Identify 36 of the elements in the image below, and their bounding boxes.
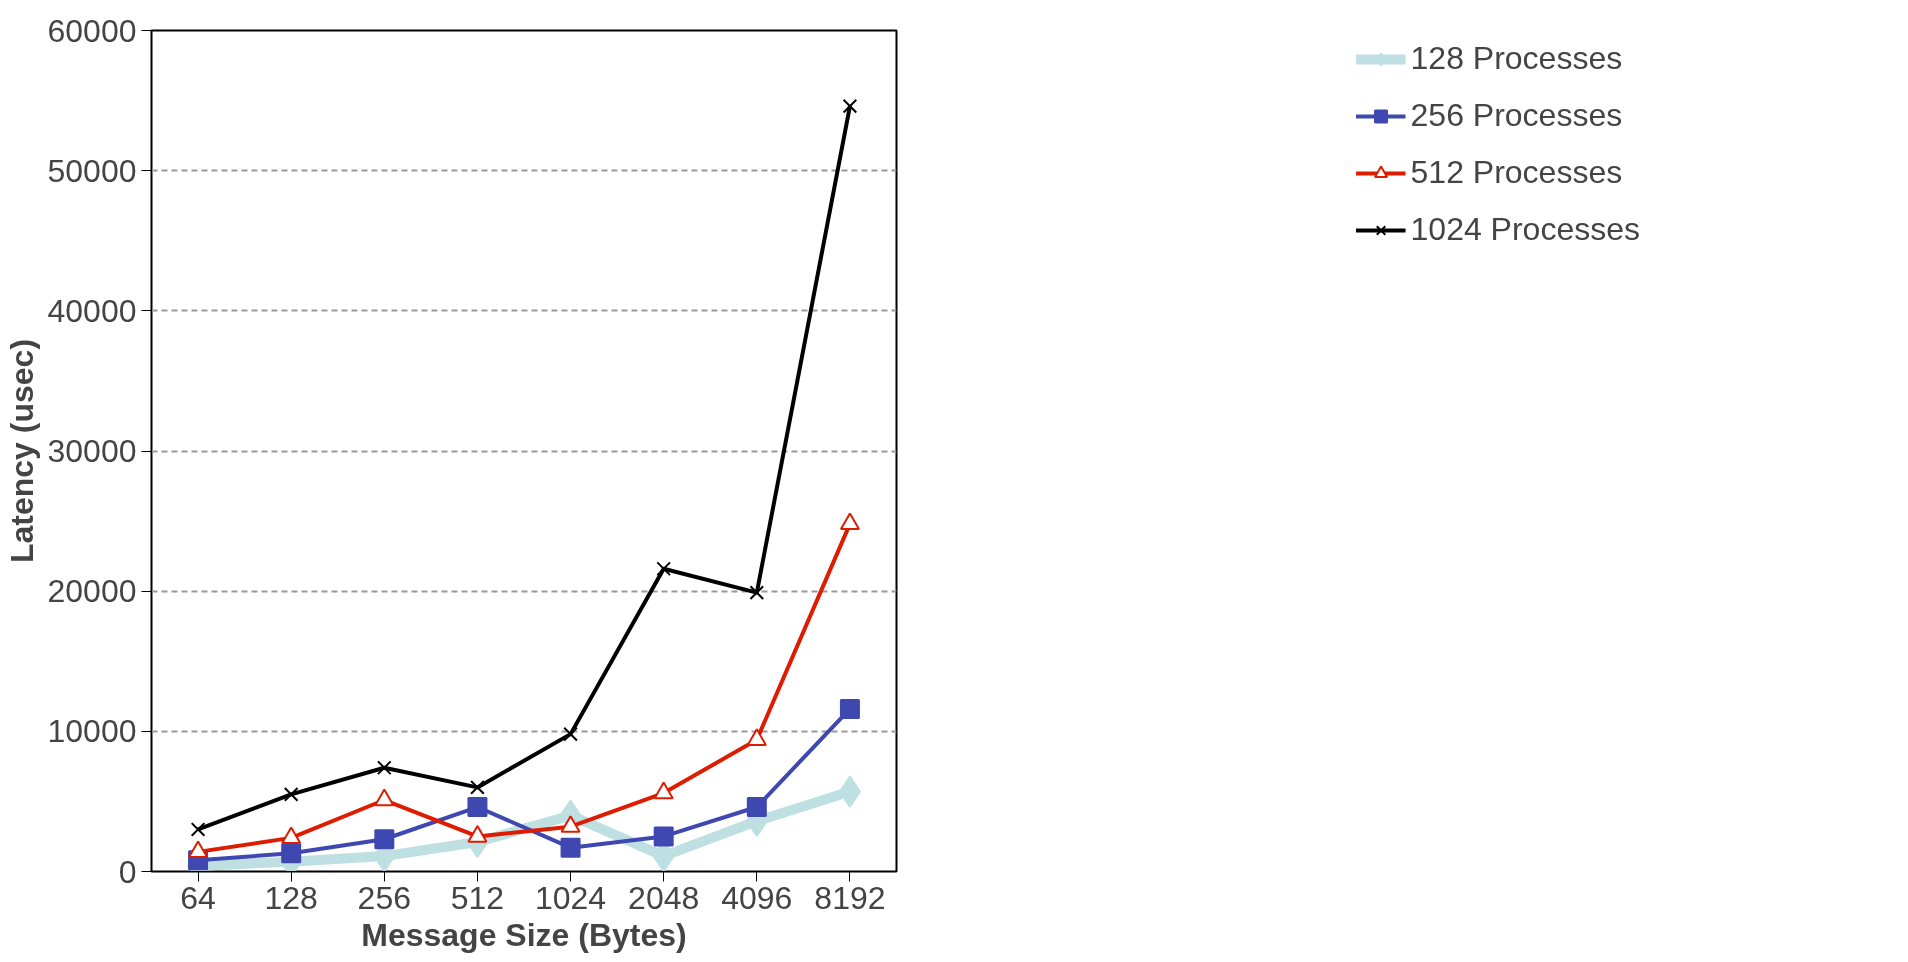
point bbox=[281, 843, 302, 864]
point bbox=[376, 760, 392, 776]
y-tick-label: 20000 bbox=[47, 573, 137, 610]
y-tick-label: 30000 bbox=[47, 433, 137, 469]
legend-label: 512 Processes bbox=[1410, 154, 1623, 191]
point bbox=[746, 797, 767, 818]
x-tick-label: 8192 bbox=[814, 879, 886, 916]
x-tick-label: 2048 bbox=[628, 879, 700, 916]
point bbox=[283, 787, 299, 802]
y-tick-label: 0 bbox=[118, 853, 137, 890]
x-tick-label: 64 bbox=[180, 879, 216, 916]
point bbox=[467, 797, 488, 818]
legend-label: 128 Processes bbox=[1410, 40, 1623, 77]
point bbox=[839, 698, 860, 719]
x-tick-label: 256 bbox=[357, 879, 412, 916]
point bbox=[653, 826, 674, 847]
point bbox=[190, 822, 206, 837]
y-axis-title: Latency (usec) bbox=[3, 338, 40, 564]
y-tick-label: 50000 bbox=[47, 152, 137, 189]
x-axis-title: Message Size (Bytes) bbox=[361, 916, 687, 953]
point bbox=[749, 585, 765, 600]
point bbox=[560, 837, 581, 858]
point bbox=[374, 829, 395, 850]
point bbox=[470, 780, 485, 795]
point bbox=[656, 561, 672, 577]
y-tick-label: 10000 bbox=[47, 713, 137, 750]
legend-label: 1024 Processes bbox=[1410, 211, 1640, 248]
legend-label: 256 Processes bbox=[1410, 97, 1623, 134]
point bbox=[563, 726, 578, 742]
point bbox=[842, 98, 858, 114]
y-tick-label: 60000 bbox=[47, 12, 137, 49]
x-tick-label: 1024 bbox=[534, 879, 607, 916]
x-tick-label: 128 bbox=[264, 879, 318, 916]
x-tick-label: 512 bbox=[450, 879, 505, 916]
y-tick-label: 40000 bbox=[47, 292, 137, 329]
x-tick-label: 4096 bbox=[721, 879, 793, 916]
